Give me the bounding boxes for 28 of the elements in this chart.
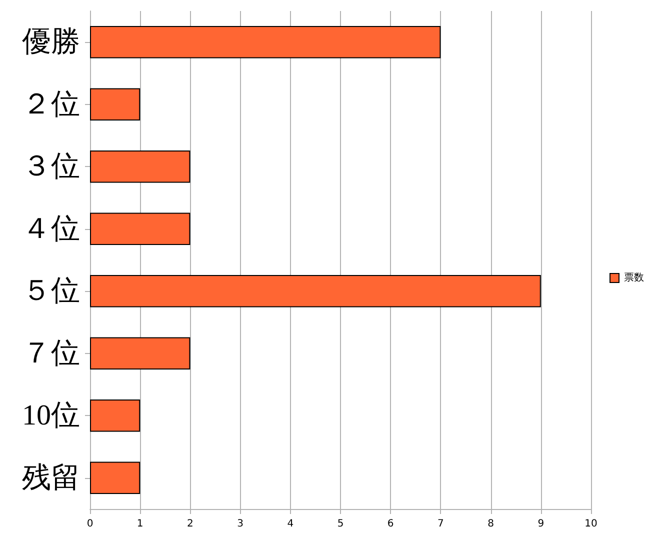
x-tick-label: 2 — [187, 518, 194, 530]
y-tick-label: ７位 — [22, 337, 80, 370]
x-tick-label: 7 — [438, 518, 444, 530]
x-tick-label: 0 — [86, 518, 94, 530]
x-tick-label: 10 — [584, 518, 598, 530]
bar — [90, 462, 140, 494]
bar — [90, 150, 190, 183]
bar — [90, 26, 441, 58]
bar — [90, 399, 140, 432]
y-tick-label: 優勝 — [22, 26, 80, 58]
legend-label: 票数 — [624, 272, 644, 284]
x-tick-label: 8 — [488, 518, 494, 530]
x-tick-label: 1 — [136, 518, 144, 530]
bar — [90, 274, 541, 308]
y-tick-label: ２位 — [22, 88, 80, 120]
y-tick-label: ３位 — [22, 150, 80, 183]
y-tick-label: ５位 — [22, 275, 80, 308]
x-tick-label: 5 — [337, 518, 344, 530]
x-tick-label: 6 — [387, 518, 394, 530]
bar — [90, 212, 190, 246]
y-tick-label: 残留 — [22, 462, 80, 494]
x-tick-label: 4 — [287, 518, 294, 530]
bar — [90, 337, 190, 370]
x-tick-label: 3 — [237, 518, 244, 530]
x-tick-label: 9 — [538, 518, 544, 530]
y-tick-label: ４位 — [22, 212, 80, 245]
bar — [90, 88, 140, 121]
y-tick-label: 10位 — [22, 400, 80, 432]
